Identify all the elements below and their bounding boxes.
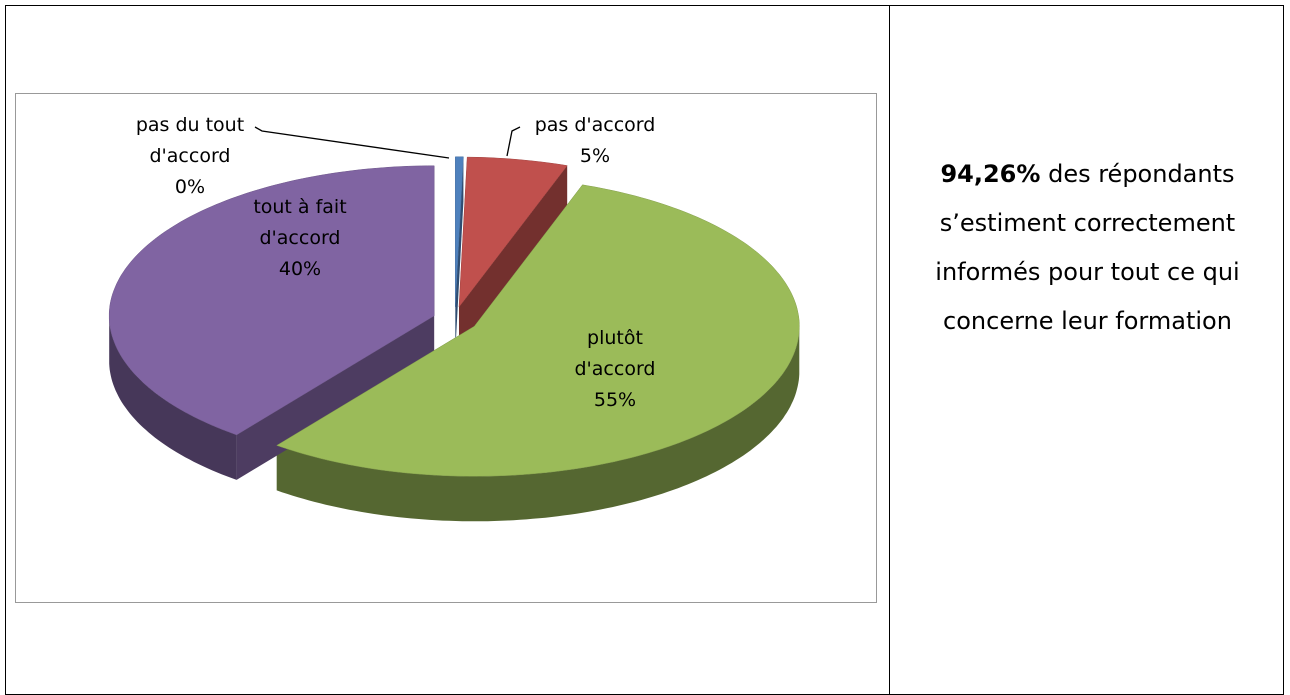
category-label: pas d'accord xyxy=(534,114,656,136)
pie xyxy=(108,156,800,522)
slice-label: pas d'accord 5% xyxy=(510,110,680,172)
leader-line xyxy=(254,126,450,159)
note: 94,26% des répondants s’estiment correct… xyxy=(905,150,1270,346)
chart-area xyxy=(15,93,877,603)
slice-side xyxy=(455,156,464,352)
slice-side xyxy=(276,326,800,522)
note-text: des répondants s’estiment correctement i… xyxy=(935,160,1240,335)
leader-line xyxy=(506,126,521,157)
highlight: 94,26% xyxy=(940,160,1041,188)
category-label: pas du tout d'accord xyxy=(135,114,245,167)
category-label: plutôt d'accord xyxy=(574,327,656,380)
slice xyxy=(458,156,568,308)
slice-side xyxy=(459,165,568,352)
value-label: 0% xyxy=(174,176,206,198)
slice-label: pas du tout d'accord 0% xyxy=(105,110,275,203)
chart xyxy=(108,126,800,522)
slice-label: plutôt d'accord 55% xyxy=(555,323,675,416)
slice xyxy=(108,165,435,436)
value-label: 5% xyxy=(579,145,611,167)
value-label: 55% xyxy=(593,389,637,411)
slice-label: tout à fait d'accord 40% xyxy=(240,192,360,285)
value-label: 40% xyxy=(278,258,322,280)
slice-side xyxy=(236,315,435,480)
slice xyxy=(455,156,464,307)
category-label: tout à fait d'accord xyxy=(253,196,347,249)
slice-side xyxy=(109,315,237,480)
slice xyxy=(276,184,800,477)
cell-divider xyxy=(889,5,890,695)
